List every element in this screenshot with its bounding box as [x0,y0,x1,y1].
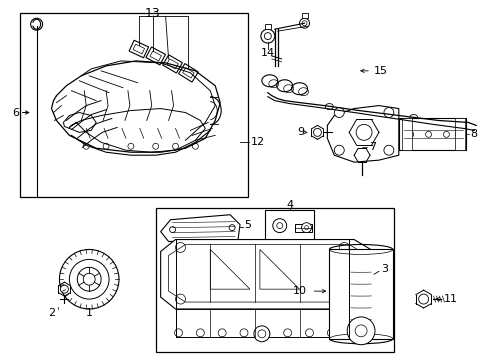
Bar [183,68,194,78]
Bar [294,224,313,231]
Text: 8: 8 [470,129,477,139]
Circle shape [327,329,335,337]
Circle shape [356,125,372,140]
Circle shape [172,143,178,149]
Circle shape [83,273,95,285]
Text: 14: 14 [261,48,275,58]
Circle shape [60,285,69,293]
Text: 9: 9 [297,127,305,138]
Polygon shape [327,105,399,162]
Bar [265,24,271,29]
Circle shape [334,108,344,117]
Bar [265,210,315,242]
Circle shape [273,219,287,233]
Text: 13: 13 [145,7,161,20]
Circle shape [277,223,283,229]
Circle shape [83,143,89,149]
Circle shape [418,294,429,304]
Text: 4: 4 [286,200,293,210]
Bar [156,208,394,352]
Circle shape [240,329,248,337]
Bar [133,44,145,54]
Text: 1: 1 [86,308,93,318]
Circle shape [426,131,432,137]
Circle shape [384,108,394,117]
Circle shape [170,227,175,233]
Text: 12: 12 [251,137,265,147]
Bar [301,13,308,18]
Text: 15: 15 [374,66,388,76]
Polygon shape [210,249,250,289]
Circle shape [196,329,204,337]
Circle shape [284,329,292,337]
Circle shape [218,329,226,337]
Circle shape [384,145,394,155]
Circle shape [262,329,270,337]
Circle shape [174,329,182,337]
Text: 3: 3 [381,264,388,274]
Text: 7: 7 [369,142,376,152]
Circle shape [334,145,344,155]
Circle shape [258,330,266,338]
Circle shape [264,33,271,40]
Circle shape [153,143,159,149]
Text: 10: 10 [293,286,307,296]
Bar [178,64,198,82]
Circle shape [70,260,109,299]
Circle shape [306,329,314,337]
Bar [146,47,166,65]
Bar [150,51,162,61]
Bar [399,118,466,150]
Circle shape [302,21,307,26]
Text: 6: 6 [12,108,19,117]
Bar [455,118,466,150]
Polygon shape [161,239,374,309]
Circle shape [103,143,109,149]
Circle shape [355,325,367,337]
Circle shape [128,143,134,149]
Polygon shape [161,215,240,242]
Circle shape [314,129,321,136]
Polygon shape [169,244,367,302]
Circle shape [77,267,101,291]
Bar [329,249,393,339]
Circle shape [299,18,310,28]
Circle shape [408,131,414,137]
Circle shape [229,225,235,231]
Circle shape [305,226,309,230]
Circle shape [59,249,119,309]
Circle shape [443,131,449,137]
Text: 11: 11 [443,294,458,304]
Polygon shape [175,309,349,337]
Bar [163,55,182,73]
Circle shape [301,223,312,233]
Circle shape [261,29,275,43]
Circle shape [254,326,270,342]
Circle shape [455,131,461,137]
Circle shape [358,151,366,159]
Bar [129,40,148,58]
Polygon shape [260,249,299,289]
Bar [402,118,412,150]
Circle shape [193,143,198,149]
Circle shape [31,18,43,30]
Text: 2: 2 [48,308,55,318]
Circle shape [347,317,375,345]
Bar [20,13,248,197]
Bar [167,59,178,69]
Text: 5: 5 [244,220,251,230]
